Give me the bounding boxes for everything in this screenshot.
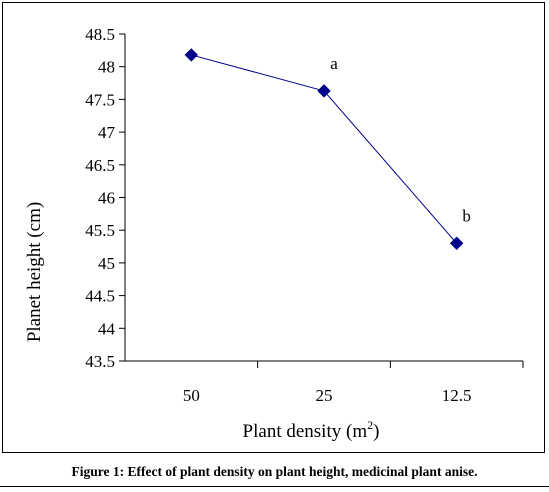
y-tick-label: 46 [98, 189, 115, 208]
x-tick-label: 25 [316, 386, 333, 405]
caption-divider [0, 486, 549, 487]
series-line [191, 54, 458, 244]
y-axis: 48.5 48 47.5 47 46.5 46 45.5 45 44.5 44 43.5 [85, 25, 126, 371]
x-axis-title-suffix: ) [373, 421, 379, 442]
x-tick-label: 50 [183, 386, 200, 405]
y-tick-label: 47 [98, 123, 116, 142]
x-axis-title-superscript: 2 [367, 418, 373, 432]
y-tick-label: 45 [98, 254, 115, 273]
y-tick-label: 47.5 [85, 90, 115, 109]
point-annotation: a [330, 54, 338, 73]
point-annotation: b [462, 206, 471, 225]
y-tick-label: 48.5 [85, 25, 115, 44]
y-tick-label: 46.5 [85, 156, 115, 175]
x-tick-label: 12.5 [442, 386, 472, 405]
data-point [449, 236, 464, 250]
y-tick-label: 48 [98, 58, 115, 77]
figure-caption: Figure 1: Effect of plant density on pla… [71, 464, 478, 479]
annotation-group: ab [330, 54, 471, 225]
y-tick-label: 44 [98, 319, 116, 338]
y-tick-label: 44.5 [85, 287, 115, 306]
x-axis-title: Plant density (m2) [243, 418, 380, 442]
y-axis-title: Planet height (cm) [24, 202, 45, 342]
x-axis: 50 25 12.5 [125, 360, 524, 405]
y-tick-label: 43.5 [85, 352, 115, 371]
y-tick-label: 45.5 [85, 221, 115, 240]
chart-frame [2, 2, 545, 453]
data-point [184, 48, 199, 62]
data-point [317, 84, 331, 98]
series-group [184, 48, 464, 250]
